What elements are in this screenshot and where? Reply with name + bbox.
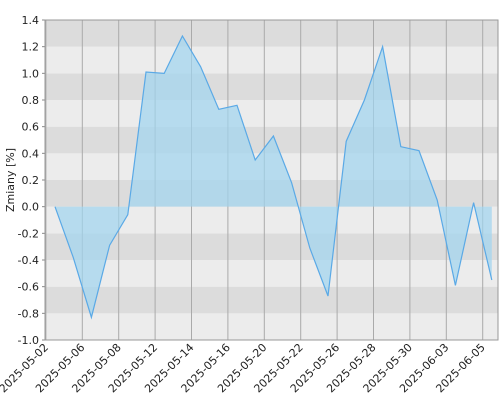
y-tick-label: 0.2 xyxy=(22,174,40,187)
y-tick-label: 0.6 xyxy=(22,121,40,134)
band xyxy=(45,20,498,47)
line xyxy=(54,34,493,320)
y-tick-label: 0.8 xyxy=(22,94,40,107)
plot-frame xyxy=(44,19,499,341)
y-tick-label: 0.0 xyxy=(22,201,40,214)
y-tick-label: 0.4 xyxy=(22,147,40,160)
band xyxy=(45,73,498,100)
band xyxy=(45,46,498,74)
y-axis-label: Zmiany [%] xyxy=(4,148,17,212)
y-tick-label: 1.2 xyxy=(22,41,40,54)
y-tick-label: -0.8 xyxy=(18,307,39,320)
y-tick-label: -0.6 xyxy=(18,281,39,294)
y-tick-label: -0.4 xyxy=(18,254,39,267)
band xyxy=(45,260,498,287)
band xyxy=(45,100,498,127)
y-tick-label: 1.0 xyxy=(22,67,40,80)
y-tick-label: 1.4 xyxy=(22,14,40,27)
area xyxy=(55,36,492,318)
y-tick-label: -1.0 xyxy=(18,334,39,347)
band xyxy=(45,313,498,340)
y-tick-label: -0.2 xyxy=(18,227,39,240)
band xyxy=(45,286,498,314)
band xyxy=(45,233,498,260)
